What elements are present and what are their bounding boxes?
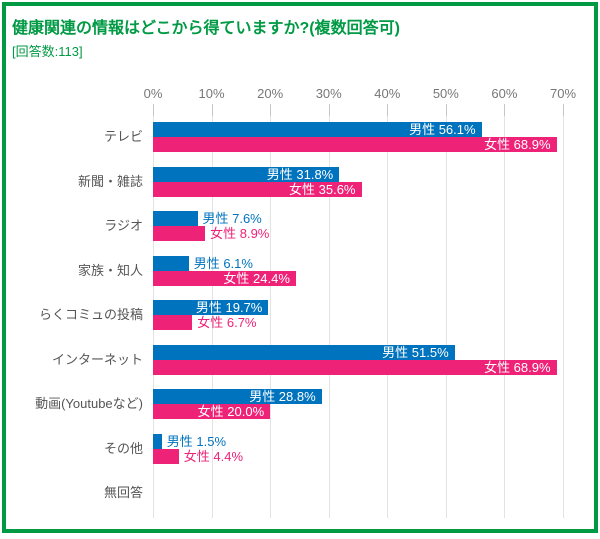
- gridline: [504, 104, 506, 518]
- axis-tick-label: 30%: [315, 86, 342, 101]
- bar-value-label: 女性 68.9%: [484, 137, 551, 152]
- category-label: インターネット: [51, 351, 143, 367]
- bar-value-label: 男性 19.7%: [195, 300, 263, 315]
- bar-value-label: 女性 8.9%: [210, 226, 270, 241]
- bar-value-label: 男性 1.5%: [166, 433, 227, 449]
- category-label: その他: [103, 440, 143, 456]
- category-label: ラジオ: [104, 218, 143, 233]
- bar-男性-5: 男性 51.5%: [153, 344, 455, 360]
- bar-女性-0: 女性 68.9%: [153, 137, 557, 152]
- bar-男性-1: 男性 31.8%: [153, 166, 340, 182]
- bar-女性-3: 女性 24.4%: [153, 270, 296, 286]
- bar-value-label: 女性 68.9%: [484, 359, 551, 375]
- axis-tick: [328, 104, 330, 116]
- bar-value-label: 男性 31.8%: [266, 166, 334, 182]
- axis-tick: [445, 104, 447, 116]
- gridline: [563, 104, 564, 518]
- axis-tick-label: 50%: [432, 86, 459, 101]
- bar-value-label: 女性 6.7%: [197, 315, 257, 330]
- bar-男性-0: 男性 56.1%: [153, 122, 482, 137]
- axis-tick-label: 0%: [143, 86, 163, 101]
- axis-tick: [211, 104, 213, 116]
- axis-tick-label: 10%: [198, 86, 225, 101]
- bar-value-label: 女性 20.0%: [197, 404, 265, 419]
- bar-value-label: 女性 24.4%: [223, 270, 290, 286]
- axis-tick-label: 20%: [257, 86, 284, 101]
- axis-tick: [153, 104, 154, 116]
- respondent-count: [回答数:113]: [12, 44, 83, 59]
- axis-tick: [387, 104, 389, 116]
- bar-女性-1: 女性 35.6%: [153, 181, 362, 197]
- category-label: 動画(Youtubeなど): [35, 396, 143, 411]
- axis-tick: [504, 104, 506, 116]
- bar-男性-4: 男性 19.7%: [153, 300, 269, 315]
- bar-女性-7: [153, 448, 179, 464]
- bar-男性-3: [153, 255, 189, 271]
- bar-value-label: 男性 28.8%: [249, 389, 316, 404]
- gridline: [270, 104, 272, 518]
- bar-女性-6: 女性 20.0%: [153, 404, 271, 419]
- bar-value-label: 男性 6.1%: [193, 255, 253, 271]
- category-label: 新聞・雑誌: [77, 173, 143, 189]
- bar-value-label: 男性 56.1%: [409, 122, 476, 137]
- axis-tick: [563, 104, 564, 116]
- category-label: 無回答: [103, 485, 143, 500]
- category-label: テレビ: [103, 129, 143, 144]
- axis-tick-label: 40%: [374, 86, 401, 101]
- bar-男性-2: [153, 211, 198, 226]
- bar-男性-7: [153, 433, 162, 449]
- bar-男性-6: 男性 28.8%: [153, 389, 322, 404]
- bar-value-label: 女性 35.6%: [289, 181, 356, 197]
- bar-value-label: 男性 51.5%: [382, 344, 449, 360]
- bar-value-label: 女性 4.4%: [183, 448, 244, 464]
- chart-title: 健康関連の情報はどこから得ていますか?(複数回答可): [12, 20, 400, 37]
- gridline: [387, 104, 389, 518]
- bar-value-label: 男性 7.6%: [202, 211, 262, 226]
- axis-tick: [270, 104, 272, 116]
- gridline: [328, 104, 330, 518]
- bar-女性-4: [153, 315, 193, 330]
- category-label: らくコミュの投稿: [38, 307, 143, 322]
- bar-女性-2: [153, 226, 206, 241]
- bar-女性-5: 女性 68.9%: [153, 359, 557, 375]
- gridline: [445, 104, 447, 518]
- axis-tick-label: 70%: [549, 86, 577, 101]
- axis-tick-label: 60%: [491, 86, 518, 101]
- category-label: 家族・知人: [77, 262, 143, 278]
